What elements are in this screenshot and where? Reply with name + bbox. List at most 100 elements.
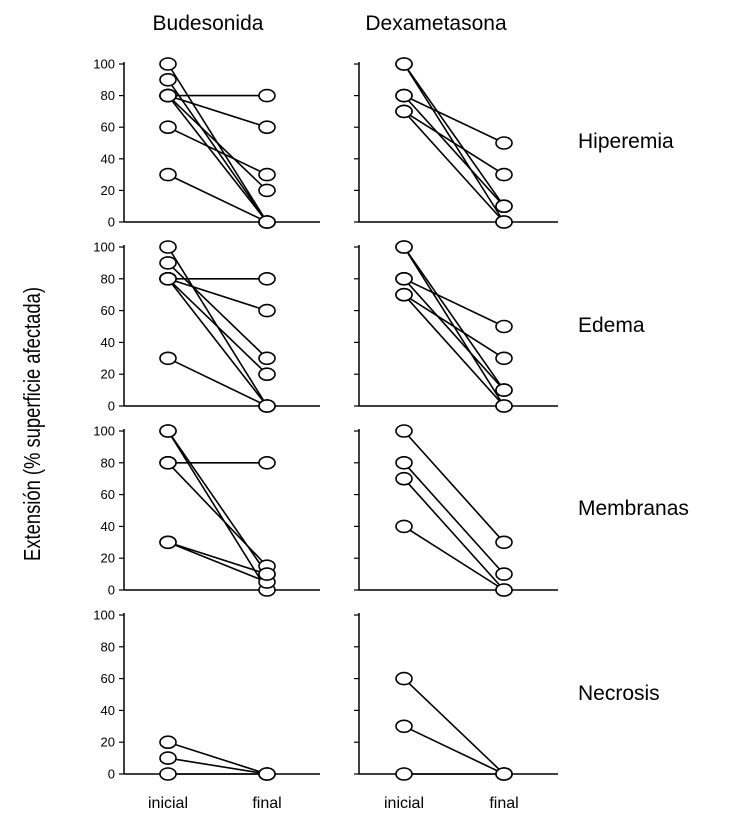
marker-inicial — [395, 271, 413, 286]
marker-inicial — [159, 535, 177, 550]
panel-edema-dexametasona — [354, 240, 558, 413]
y-tick-label: 20 — [101, 183, 115, 198]
series-line — [167, 462, 268, 567]
y-tick-label: 80 — [101, 639, 115, 654]
series-line — [167, 541, 268, 575]
series-line — [403, 246, 505, 391]
y-tick-label: 20 — [101, 367, 115, 382]
series-line — [403, 678, 505, 775]
marker-final — [495, 567, 513, 581]
marker-inicial — [159, 73, 177, 87]
series-line — [167, 430, 268, 591]
series-line — [167, 95, 268, 223]
marker-inicial — [159, 455, 177, 470]
marker-final — [495, 167, 513, 182]
marker-final — [258, 367, 276, 382]
y-tick-label: 80 — [101, 455, 115, 470]
y-tick-label: 100 — [93, 240, 115, 255]
marker-inicial — [395, 471, 413, 486]
marker-final — [258, 88, 276, 103]
series-line — [403, 63, 505, 207]
series-line — [403, 725, 505, 775]
marker-inicial — [395, 719, 413, 734]
series-line — [167, 94, 268, 128]
x-tick-label-inicial-budesonida: inicial — [148, 795, 188, 812]
row-label-membranas: Membranas — [578, 497, 689, 520]
y-tick-label: 40 — [101, 335, 115, 350]
series-line — [167, 541, 268, 583]
marker-final — [495, 199, 513, 213]
marker-final — [495, 399, 513, 413]
y-tick-label: 40 — [101, 151, 115, 166]
y-tick-label: 60 — [101, 303, 115, 318]
marker-inicial — [395, 88, 413, 103]
marker-final — [258, 303, 276, 318]
marker-inicial — [159, 57, 177, 71]
y-tick-label: 0 — [108, 399, 115, 414]
marker-inicial — [159, 88, 177, 103]
marker-final — [495, 215, 513, 229]
marker-inicial — [395, 671, 413, 686]
marker-inicial — [159, 256, 177, 270]
y-tick-label: 100 — [93, 608, 115, 623]
marker-inicial — [159, 271, 177, 286]
marker-final — [258, 183, 276, 198]
marker-inicial — [395, 240, 413, 254]
marker-final — [495, 535, 513, 550]
series-line — [167, 126, 268, 176]
y-tick-label: 0 — [108, 583, 115, 598]
series-line — [403, 110, 505, 223]
marker-final — [258, 167, 276, 182]
series-line — [403, 110, 505, 176]
y-tick-label: 80 — [101, 88, 115, 103]
series-line — [167, 278, 268, 375]
marker-inicial — [159, 751, 177, 765]
marker-inicial — [395, 104, 413, 119]
marker-inicial — [159, 735, 177, 750]
marker-inicial — [395, 424, 413, 438]
series-line — [403, 278, 505, 328]
y-tick-label: 40 — [101, 703, 115, 718]
series-line — [403, 278, 505, 391]
marker-final — [495, 583, 513, 597]
panel-necrosis-dexametasona — [354, 613, 558, 781]
series-line — [167, 430, 268, 575]
panels: 0 20 40 60 80 100 0 20 40 60 80 100 0 20 40 60 80 100 0 20 4… — [93, 57, 558, 782]
series-line — [403, 462, 505, 575]
y-tick-label: 60 — [101, 671, 115, 686]
marker-final — [495, 767, 513, 781]
panel-necrosis-budesonida: 0 20 40 60 80 100 — [93, 608, 320, 782]
row-label-edema: Edema — [578, 314, 645, 337]
y-tick-label: 80 — [101, 271, 115, 286]
series-line — [403, 294, 505, 359]
series-line — [403, 478, 505, 591]
marker-inicial — [395, 287, 413, 302]
x-tick-label-inicial-dexametasona: inicial — [384, 795, 424, 812]
marker-inicial — [395, 57, 413, 71]
y-tick-label: 60 — [101, 120, 115, 135]
marker-final — [258, 455, 276, 470]
marker-final — [495, 351, 513, 366]
marker-inicial — [395, 767, 413, 781]
y-tick-label: 100 — [93, 57, 115, 72]
marker-final — [258, 271, 276, 286]
marker-final — [258, 399, 276, 413]
y-tick-label: 0 — [108, 767, 115, 782]
marker-final — [495, 383, 513, 397]
marker-inicial — [159, 351, 177, 366]
panel-hiperemia-dexametasona — [354, 57, 558, 229]
marker-final — [258, 767, 276, 781]
series-line — [167, 741, 268, 775]
series-line — [167, 278, 268, 407]
y-tick-label: 20 — [101, 735, 115, 750]
series-line — [403, 94, 505, 144]
y-tick-label: 60 — [101, 487, 115, 502]
marker-inicial — [159, 767, 177, 781]
panel-hiperemia-budesonida: 0 20 40 60 80 100 — [93, 57, 320, 230]
marker-final — [258, 351, 276, 366]
row-label-hiperemia: Hiperemia — [578, 130, 674, 153]
series-line — [167, 357, 268, 407]
panel-membranas-budesonida: 0 20 40 60 80 100 — [93, 424, 320, 598]
x-tick-label-final-dexametasona: final — [489, 795, 518, 812]
